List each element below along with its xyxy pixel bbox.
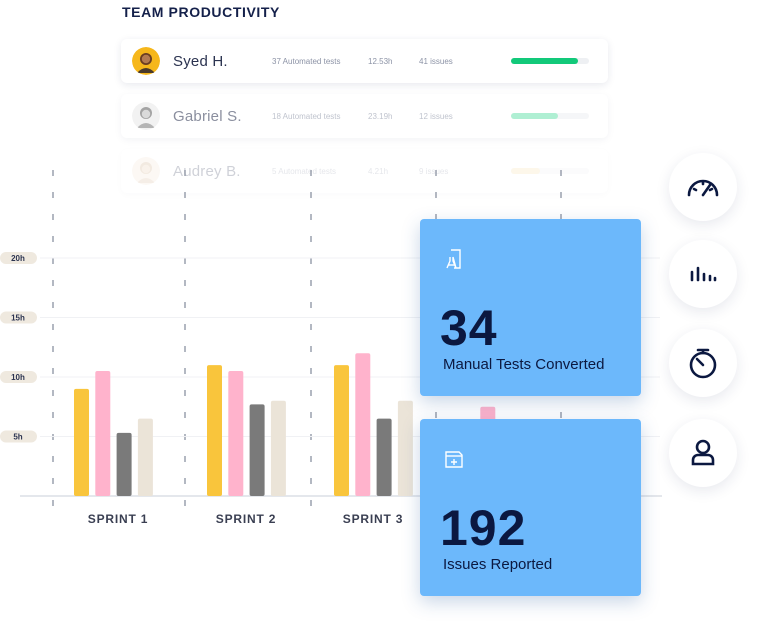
nav-speed-button[interactable] — [669, 153, 737, 221]
member-name: Audrey B. — [173, 162, 241, 180]
y-tick-label: 10h — [11, 373, 25, 382]
y-tick-pill — [0, 371, 37, 383]
y-tick-pill — [0, 252, 37, 264]
stat-label: Manual Tests Converted — [443, 356, 605, 373]
member-issues: 41 issues — [419, 56, 453, 66]
y-tick-label: 15h — [11, 314, 25, 323]
stat-label: Issues Reported — [443, 556, 553, 573]
member-issues: 9 issues — [419, 166, 449, 176]
progress-bar — [511, 58, 589, 64]
progress-bar — [511, 113, 589, 119]
bar — [249, 404, 265, 496]
avatar — [132, 47, 160, 75]
member-hours: 23.19h — [368, 111, 393, 121]
nav-chart-button[interactable] — [669, 240, 737, 308]
bar — [334, 365, 349, 496]
bar-chart-icon — [690, 266, 717, 282]
avatar — [132, 102, 160, 130]
team-row-1[interactable]: Syed H. 37 Automated tests 12.53h 41 iss… — [121, 39, 608, 83]
nav-user-button[interactable] — [669, 419, 737, 487]
progress-bar — [511, 168, 589, 174]
stat-value: 34 — [440, 300, 498, 356]
team-row-3[interactable]: Audrey B. 5 Automated tests 4.21h 9 issu… — [121, 149, 608, 193]
x-tick-label: SPRINT 3 — [343, 512, 403, 526]
flask-icon — [446, 249, 461, 269]
x-tick-label: SPRINT 2 — [216, 512, 276, 526]
speedometer-icon — [687, 179, 719, 197]
y-tick-label: 20h — [11, 254, 25, 263]
bar — [116, 432, 132, 496]
y-tick-label: 5h — [13, 433, 22, 442]
bar — [207, 365, 222, 496]
folder-plus-icon — [445, 451, 463, 468]
nav-timer-button[interactable] — [669, 329, 737, 397]
bar — [228, 371, 244, 496]
team-row-2[interactable]: Gabriel S. 18 Automated tests 23.19h 12 … — [121, 94, 608, 138]
section-title: TEAM PRODUCTIVITY — [122, 4, 280, 20]
stat-card-manual-tests: 34 Manual Tests Converted — [420, 219, 641, 396]
bar — [270, 400, 286, 496]
member-hours: 12.53h — [368, 56, 393, 66]
y-tick-pill — [0, 311, 37, 324]
avatar — [132, 157, 160, 185]
bar — [95, 371, 111, 496]
member-name: Syed H. — [173, 52, 228, 70]
stat-card-issues: 192 Issues Reported — [420, 419, 641, 596]
member-tests: 18 Automated tests — [272, 111, 341, 121]
bar — [397, 400, 413, 496]
y-tick-pill — [0, 430, 37, 443]
bar — [376, 418, 392, 496]
member-tests: 5 Automated tests — [272, 166, 337, 176]
user-icon — [691, 439, 715, 466]
bar — [74, 388, 89, 496]
stat-value: 192 — [440, 500, 527, 556]
bar — [355, 353, 371, 496]
member-name: Gabriel S. — [173, 107, 242, 125]
x-tick-label: SPRINT 1 — [88, 512, 148, 526]
stopwatch-icon — [689, 348, 717, 379]
member-hours: 4.21h — [368, 166, 389, 176]
member-issues: 12 issues — [419, 111, 453, 121]
bar — [137, 418, 153, 496]
member-tests: 37 Automated tests — [272, 56, 341, 66]
